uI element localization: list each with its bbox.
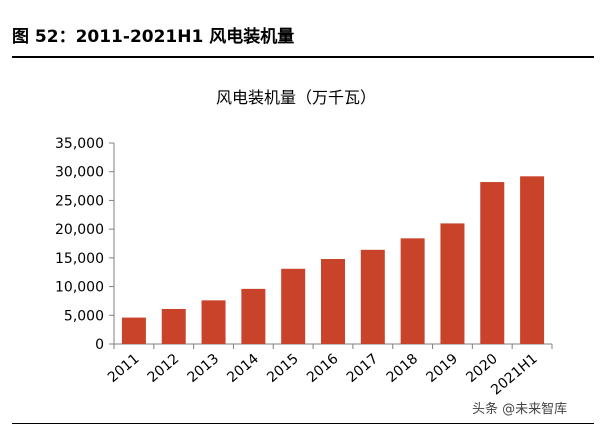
y-tick-label: 30,000 (55, 165, 104, 181)
bar-2019 (440, 223, 465, 344)
x-tick-label: 2018 (384, 351, 422, 386)
bar-2016 (321, 259, 345, 344)
y-tick-label: 10,000 (55, 280, 104, 296)
chart-title: 风电装机量（万千瓦） (216, 88, 376, 107)
x-tick-label: 2017 (344, 351, 382, 386)
y-tick-label: 15,000 (55, 251, 104, 267)
y-tick-label: 5,000 (64, 308, 104, 324)
x-tick-label: 2019 (423, 351, 461, 386)
bar-2012 (161, 308, 186, 344)
bar-2020 (480, 182, 505, 344)
bar-2013 (201, 300, 226, 344)
bottom-divider (12, 423, 594, 424)
x-tick-label: 2014 (224, 351, 262, 386)
bar-2017 (360, 249, 385, 344)
bar-2018 (400, 238, 425, 344)
y-tick-label: 20,000 (55, 222, 104, 238)
bar-2014 (241, 288, 266, 344)
watermark: 头条 @未来智库 (472, 402, 568, 417)
x-tick-label: 2016 (304, 351, 342, 386)
bar-2015 (281, 268, 306, 344)
bar-2011 (121, 317, 146, 344)
y-tick-labels: 0 5,000 10,000 15,000 20,000 25,000 30,000 35,0… (55, 136, 104, 353)
x-tick-label: 2011 (105, 351, 143, 386)
x-tick-label: 2015 (264, 351, 302, 386)
y-tick-label: 35,000 (55, 136, 104, 152)
top-divider (12, 56, 594, 58)
x-tick-label: 2013 (185, 351, 223, 386)
bar-2021H1 (520, 176, 545, 344)
y-tick-label: 0 (95, 337, 104, 353)
x-tick-label: 2012 (145, 351, 183, 386)
figure-title: 图 52：2011-2021H1 风电装机量 (12, 27, 295, 47)
x-tick-labels: 2011 2012 2013 2014 2015 2016 2017 2018 2019 2020… (105, 351, 541, 399)
y-tick-label: 25,000 (55, 193, 104, 209)
bars (121, 176, 545, 344)
